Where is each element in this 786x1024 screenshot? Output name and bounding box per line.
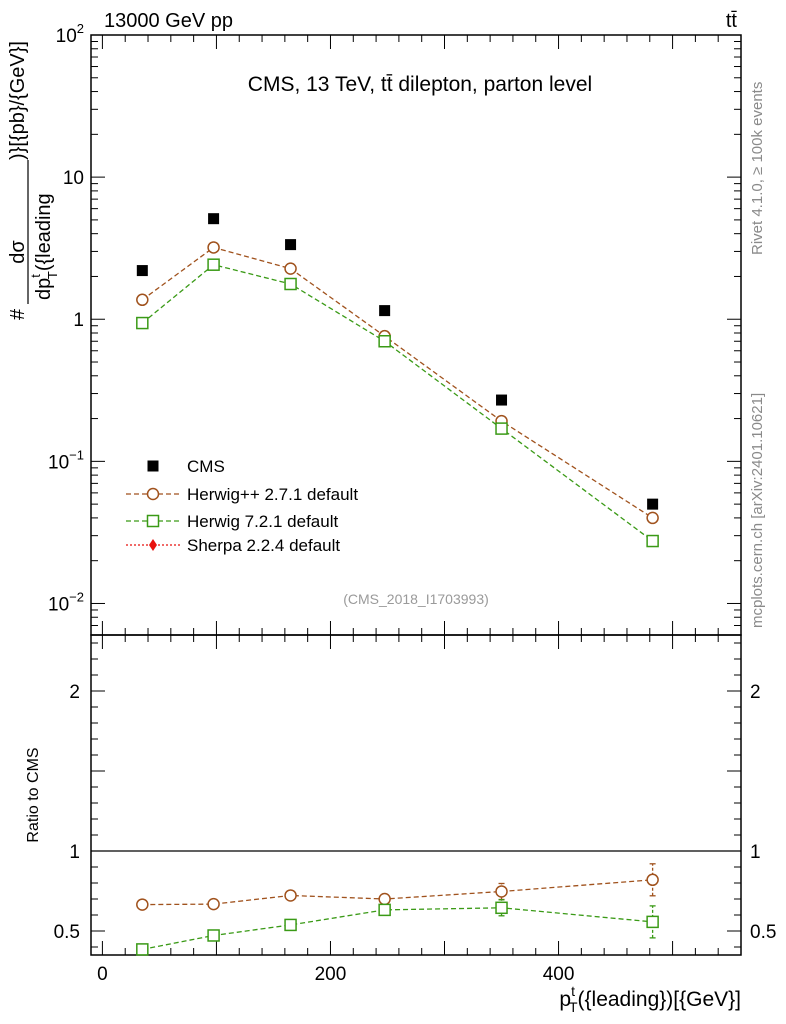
main-plot-title: CMS, 13 TeV, tt̄ dilepton, parton level — [248, 73, 592, 96]
legend-label-herwig7: Herwig 7.2.1 default — [187, 512, 338, 531]
analysis-watermark: (CMS_2018_I1703993) — [343, 591, 489, 607]
x-tick-label: 0 — [97, 964, 108, 985]
x-tick-label: 400 — [543, 964, 575, 985]
data-point-cms — [496, 394, 508, 406]
ratio-y-tick-label: 2 — [69, 682, 80, 703]
main-plot: 102 10 1 10−1 10−2 CMS, 13 TeV, tt̄ dilepton,… — [7, 21, 742, 649]
ratio-point-herwig7 — [207, 929, 220, 942]
ratio-point-herwigpp — [646, 873, 659, 887]
data-point-herwig7 — [207, 258, 220, 271]
ratio-y-tick-label: 1 — [69, 842, 80, 863]
data-point-herwigpp — [646, 511, 659, 525]
legend-label-sherpa: Sherpa 2.2.4 default — [187, 536, 340, 555]
y-tick-label: 10−1 — [48, 447, 84, 473]
series-line-herwig7 — [141, 263, 654, 542]
y-tick-label: 10 — [63, 168, 84, 189]
data-point-cms — [208, 213, 220, 225]
y-tick-label: 10−2 — [48, 589, 84, 615]
ratio-point-herwigpp — [495, 885, 508, 898]
series-line-herwigpp — [141, 246, 653, 519]
ratio-line-herwigpp — [142, 879, 653, 906]
ratio-y-tick-label-right: 0.5 — [750, 922, 776, 943]
ratio-point-herwigpp — [378, 892, 391, 906]
data-point-herwig7 — [646, 534, 659, 548]
ratio-point-herwigpp — [207, 897, 220, 911]
header-left-label: 13000 GeV pp — [104, 10, 233, 32]
ratio-point-herwig7 — [136, 943, 149, 956]
data-point-herwig7 — [284, 277, 297, 291]
ratio-point-herwig7 — [378, 903, 391, 917]
x-tick-label: 200 — [315, 964, 347, 985]
mcplots-label: mcplots.cern.ch [arXiv:2401.10621] — [749, 393, 766, 628]
header-right-label: tt̄ — [726, 10, 738, 32]
y-label-hash: # — [7, 308, 29, 320]
data-point-herwigpp — [284, 262, 297, 275]
ratio-plot: 0 200 400 2 1 0.5 2 1 0.5 Ratio to CMS pt T({leadin… — [25, 634, 776, 1015]
y-tick-label: 1 — [73, 310, 84, 331]
y-label-denominator: dpt T({leading — [28, 193, 60, 300]
ratio-y-tick-label-right: 2 — [750, 682, 761, 703]
ratio-point-herwigpp — [136, 898, 149, 911]
x-axis-label: pt T({leading})[{GeV}] — [559, 983, 741, 1015]
y-label-numerator: dσ — [7, 240, 29, 264]
data-point-cms — [379, 305, 391, 317]
legend-marker-herwig7 — [146, 514, 160, 528]
legend-label-cms: CMS — [187, 457, 225, 476]
ratio-y-tick-label: 0.5 — [54, 922, 80, 943]
ratio-plot-frame — [90, 634, 742, 956]
legend-marker-herwigpp — [146, 487, 160, 501]
data-point-cms — [285, 239, 297, 251]
data-point-herwigpp — [136, 293, 149, 307]
rivet-version-label: Rivet 4.1.0, ≥ 100k events — [749, 82, 766, 255]
ratio-point-herwig7 — [646, 915, 659, 929]
data-point-herwig7 — [495, 422, 508, 435]
ratio-y-axis-label: Ratio to CMS — [25, 747, 42, 842]
ratio-y-tick-label-right: 1 — [750, 842, 761, 863]
data-point-herwigpp — [207, 241, 220, 254]
data-point-cms — [136, 265, 148, 277]
ratio-point-herwig7 — [284, 918, 297, 932]
data-point-herwig7 — [378, 335, 391, 348]
ratio-point-herwig7 — [495, 901, 508, 915]
ratio-line-herwig7 — [142, 907, 653, 951]
ratio-point-herwigpp — [284, 889, 297, 902]
data-point-herwig7 — [136, 316, 149, 330]
legend-label-herwigpp: Herwig++ 2.7.1 default — [187, 485, 358, 504]
data-point-cms — [647, 498, 659, 510]
y-label-unit: )}[{pb}/{GeV}] — [7, 41, 29, 160]
y-tick-label: 102 — [56, 21, 84, 47]
legend-marker-sherpa — [149, 539, 157, 551]
legend-marker-cms — [147, 460, 159, 472]
